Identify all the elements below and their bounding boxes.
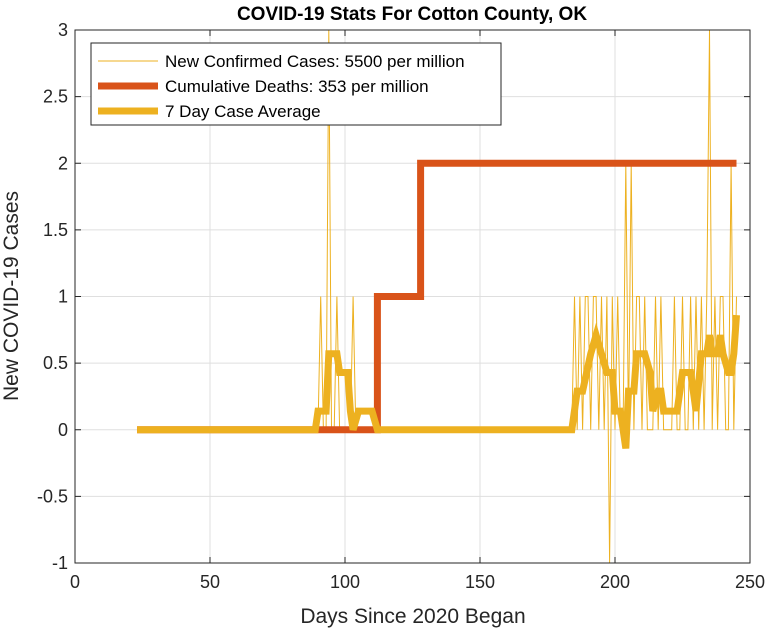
series-line-7day-average [137, 314, 740, 449]
x-axis-title: Days Since 2020 Began [300, 605, 525, 628]
legend-box [90, 42, 502, 126]
legend-label-cumulative-deaths: Cumulative Deaths: 353 per million [165, 77, 429, 96]
x-ticks: 0 50 100 150 200 250 [70, 30, 765, 592]
y-tick-label: -0.5 [37, 486, 68, 506]
y-axis-title: New COVID-19 Cases [0, 191, 23, 401]
legend-label-new-cases: New Confirmed Cases: 5500 per million [165, 52, 465, 71]
series-lines [137, 30, 740, 563]
x-tick-label: 150 [465, 572, 495, 592]
y-tick-label: 2 [58, 153, 68, 173]
y-tick-label: 1.5 [43, 220, 68, 240]
legend-label-7day-average: 7 Day Case Average [165, 102, 321, 121]
y-ticks: -1 -0.5 0 0.5 1 1.5 2 2.5 3 [37, 20, 750, 573]
y-tick-label: 3 [58, 20, 68, 40]
y-tick-label: 1 [58, 287, 68, 307]
x-tick-label: 200 [600, 572, 630, 592]
legend: New Confirmed Cases: 5500 per million Cu… [90, 42, 502, 126]
x-tick-label: 0 [70, 572, 80, 592]
y-tick-label: 2.5 [43, 87, 68, 107]
series-line-cumulative-deaths [137, 159, 737, 434]
y-tick-label: 0 [58, 420, 68, 440]
x-tick-label: 250 [735, 572, 765, 592]
chart-title: COVID-19 Stats For Cotton County, OK [237, 4, 587, 25]
x-tick-label: 50 [200, 572, 220, 592]
y-tick-label: 0.5 [43, 353, 68, 373]
y-tick-label: -1 [52, 553, 68, 573]
x-tick-label: 100 [330, 572, 360, 592]
